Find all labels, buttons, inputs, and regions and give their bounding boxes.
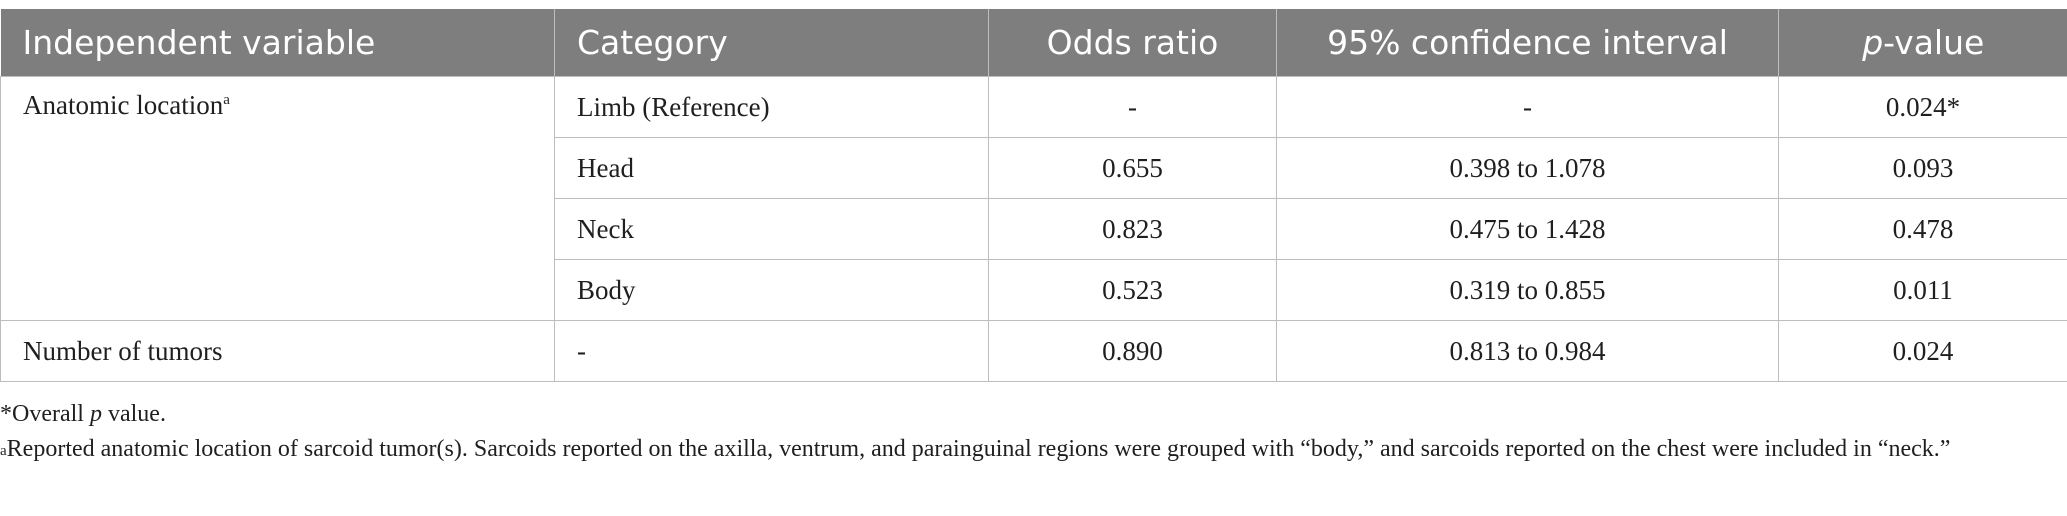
table-row: Number of tumors - 0.890 0.813 to 0.984 … — [0, 320, 2067, 382]
results-table-container: Independent variable Category Odds ratio… — [0, 9, 2067, 382]
footnote-p-italic: p — [89, 401, 102, 427]
footnote-anatomic-location: aReported anatomic location of sarcoid t… — [0, 433, 2060, 466]
cell-confidence-interval: 0.475 to 1.428 — [1276, 198, 1779, 260]
table-header-row: Independent variable Category Odds ratio… — [0, 9, 2067, 77]
odds-ratio-table: Independent variable Category Odds ratio… — [0, 9, 2067, 382]
footnote-marker: a — [223, 92, 230, 108]
header-independent-variable: Independent variable — [0, 9, 555, 77]
cell-category: Body — [554, 259, 989, 321]
cell-p-value: 0.478 — [1778, 198, 2067, 260]
cell-confidence-interval: 0.319 to 0.855 — [1276, 259, 1779, 321]
cell-p-value: 0.011 — [1778, 259, 2067, 321]
cell-odds-ratio: - — [988, 76, 1277, 138]
cell-p-value: 0.093 — [1778, 137, 2067, 199]
cell-variable-anatomic-location: Anatomic locationa — [0, 76, 555, 321]
header-p-value: p-value — [1778, 9, 2067, 77]
header-odds-ratio: Odds ratio — [988, 9, 1277, 77]
variable-label: Anatomic location — [23, 90, 224, 120]
table-footnotes: *Overall p value. aReported anatomic loc… — [0, 398, 2060, 466]
cell-confidence-interval: - — [1276, 76, 1779, 138]
table-row: Body 0.523 0.319 to 0.855 0.011 — [1, 259, 2067, 321]
cell-odds-ratio: 0.823 — [988, 198, 1277, 260]
cell-confidence-interval: 0.398 to 1.078 — [1276, 137, 1779, 199]
footnote-marker: a — [0, 443, 7, 459]
cell-category: Neck — [554, 198, 989, 260]
header-p-rest: -value — [1883, 23, 1985, 62]
header-confidence-interval: 95% confidence interval — [1276, 9, 1779, 77]
cell-p-value: 0.024* — [1778, 76, 2067, 138]
header-category: Category — [554, 9, 989, 77]
cell-variable-number-of-tumors: Number of tumors — [0, 320, 555, 382]
cell-confidence-interval: 0.813 to 0.984 — [1276, 320, 1779, 382]
cell-p-value: 0.024 — [1778, 320, 2067, 382]
cell-category: Limb (Reference) — [554, 76, 989, 138]
cell-odds-ratio: 0.890 — [988, 320, 1277, 382]
cell-odds-ratio: 0.655 — [988, 137, 1277, 199]
footnote-text: Reported anatomic location of sarcoid tu… — [6, 436, 1951, 462]
footnote-text: *Overall — [0, 401, 90, 427]
table-row: Anatomic locationa Limb (Reference) - - … — [0, 76, 2067, 321]
footnote-overall-p: *Overall p value. — [0, 398, 2060, 431]
cell-category: - — [554, 320, 989, 382]
footnote-text: value. — [101, 401, 166, 427]
cell-odds-ratio: 0.523 — [988, 259, 1277, 321]
cell-category: Head — [554, 137, 989, 199]
header-p-italic: p — [1862, 23, 1884, 62]
